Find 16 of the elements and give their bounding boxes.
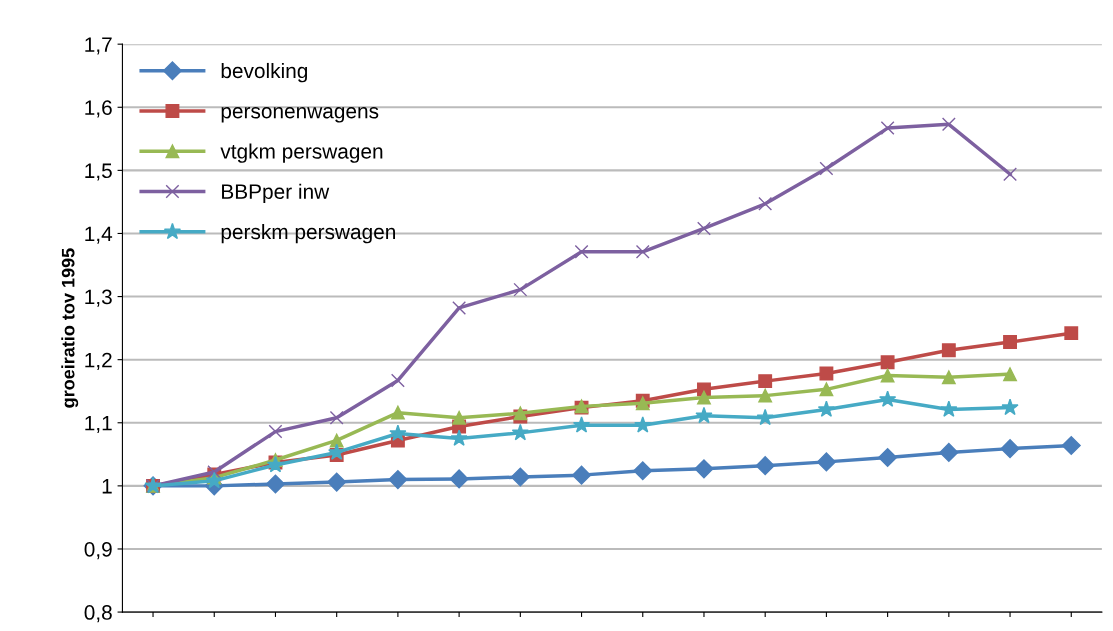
- y-tick-label: 0,9: [84, 541, 112, 560]
- y-tick-label: 1: [102, 479, 112, 494]
- y-tick-label: 0,8: [84, 605, 112, 623]
- y-axis-title: groeiratio tov 1995: [61, 248, 79, 408]
- legend-label: bevolking: [221, 62, 308, 83]
- legend-label: vtgkm perswagen: [220, 143, 383, 163]
- legend-label: BBPper inw: [222, 183, 330, 204]
- legend-label: personenwagens: [221, 107, 379, 123]
- y-tick-label: 1,4: [85, 226, 113, 244]
- y-tick-label: 1,5: [85, 163, 112, 181]
- y-tick-label: 1,3: [85, 289, 112, 307]
- y-tick-label: 1,2: [85, 352, 112, 370]
- y-tick-label: 1,7: [85, 37, 112, 55]
- legend-label: perskm perswagen: [221, 223, 395, 244]
- y-tick-label: 1,1: [85, 415, 112, 433]
- y-tick-label: 1,6: [85, 100, 112, 118]
